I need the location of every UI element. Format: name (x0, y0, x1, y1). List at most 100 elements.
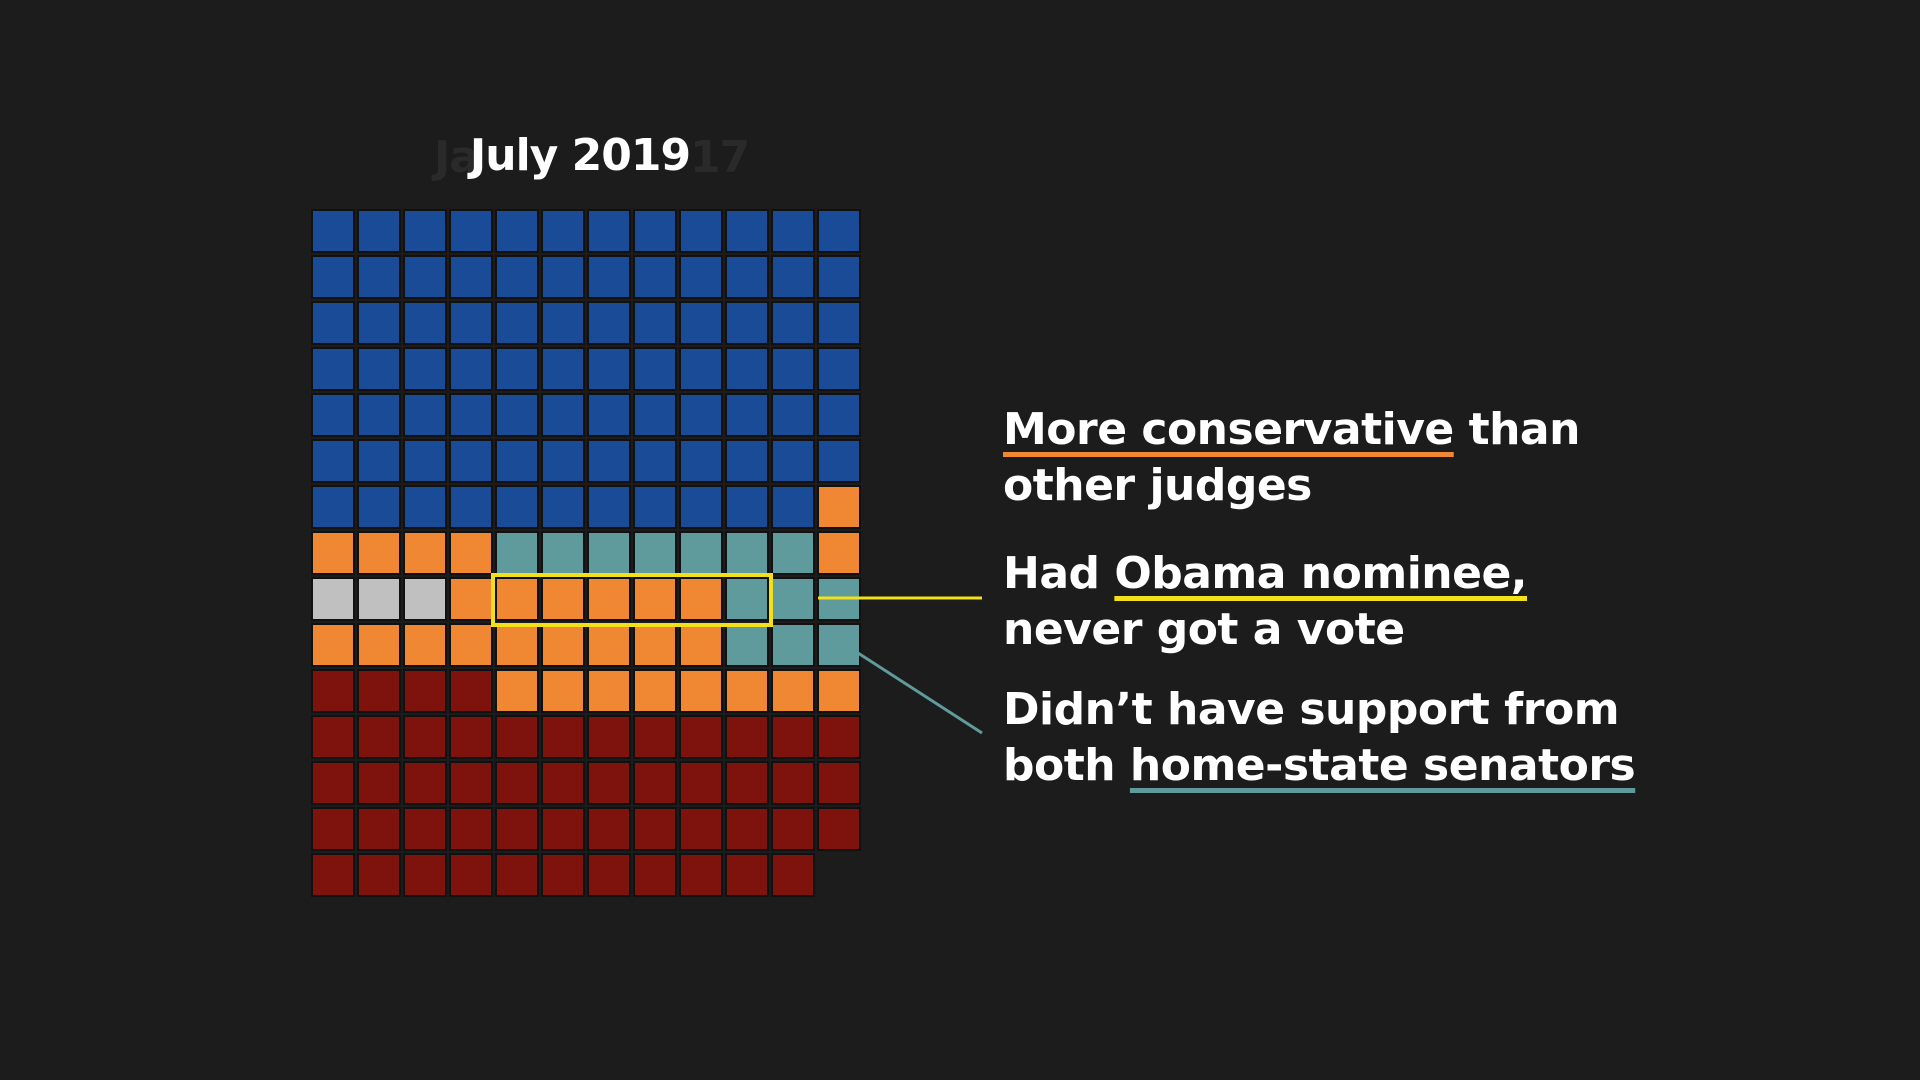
waffle-cell-orange (541, 623, 585, 667)
waffle-cell-blue (587, 209, 631, 253)
waffle-cell-blue (679, 301, 723, 345)
waffle-cell-blue (725, 209, 769, 253)
waffle-cell-blue (633, 347, 677, 391)
waffle-cell-blue (679, 347, 723, 391)
annotation-conservative-underlined: More conservative (1003, 404, 1454, 455)
waffle-cell-blue (817, 347, 861, 391)
waffle-cell-blue (311, 301, 355, 345)
annotation-obama-line2: never got a vote (1003, 604, 1405, 655)
waffle-cell-orange (633, 577, 677, 621)
waffle-cell-blue (633, 485, 677, 529)
waffle-cell-blue (679, 209, 723, 253)
waffle-cell-darkred (311, 761, 355, 805)
annotation-home-state-prefix: both (1003, 740, 1130, 791)
waffle-cell-blue (357, 209, 401, 253)
waffle-cell-blue (633, 301, 677, 345)
waffle-cell-blue (449, 347, 493, 391)
waffle-cell-teal (495, 531, 539, 575)
waffle-cell-orange (449, 623, 493, 667)
waffle-cell-darkred (817, 807, 861, 851)
waffle-cell-teal (633, 531, 677, 575)
waffle-cell-blue (633, 439, 677, 483)
waffle-cell-darkred (725, 761, 769, 805)
waffle-cell-orange (679, 577, 723, 621)
waffle-cell-blue (633, 393, 677, 437)
waffle-cell-orange (541, 577, 585, 621)
waffle-cell-blue (495, 347, 539, 391)
waffle-cell-blue (449, 301, 493, 345)
waffle-cell-darkred (403, 853, 447, 897)
waffle-cell-darkred (679, 761, 723, 805)
waffle-cell-teal (771, 531, 815, 575)
waffle-cell-teal (725, 577, 769, 621)
highlight-box (491, 573, 773, 627)
waffle-cell-blue (357, 255, 401, 299)
waffle-cell-teal (587, 531, 631, 575)
waffle-cell-blue (495, 485, 539, 529)
annotation-obama-prefix: Had (1003, 548, 1115, 599)
ghost-title-right: 17 (690, 132, 750, 183)
waffle-cell-darkred (311, 669, 355, 713)
annotation-home-state-line2: both home-state senators (1003, 738, 1636, 794)
chart-title: July 2019 (469, 130, 691, 181)
waffle-cell-blue (587, 347, 631, 391)
waffle-cell-orange (817, 485, 861, 529)
waffle-cell-blue (541, 301, 585, 345)
waffle-cell-darkred (633, 761, 677, 805)
annotation-obama-underlined: Obama nominee, (1114, 548, 1527, 599)
waffle-cell-darkred (771, 807, 815, 851)
waffle-cell-blue (403, 347, 447, 391)
waffle-cell-blue (357, 485, 401, 529)
waffle-cell-orange (587, 577, 631, 621)
waffle-cell-blue (311, 255, 355, 299)
waffle-cell-blue (633, 209, 677, 253)
waffle-cell-blue (587, 393, 631, 437)
waffle-cell-darkred (771, 853, 815, 897)
waffle-cell-orange (449, 531, 493, 575)
waffle-cell-orange (311, 531, 355, 575)
waffle-cell-blue (771, 393, 815, 437)
waffle-cell-orange (679, 623, 723, 667)
waffle-cell-blue (817, 301, 861, 345)
waffle-cell-teal (541, 531, 585, 575)
waffle-cell-blue (541, 393, 585, 437)
waffle-cell-blue (771, 255, 815, 299)
waffle-cell-blue (541, 209, 585, 253)
waffle-cell-blue (311, 485, 355, 529)
waffle-cell-darkred (587, 807, 631, 851)
waffle-cell-darkred (403, 669, 447, 713)
waffle-cell-teal (817, 623, 861, 667)
waffle-cell-blue (495, 301, 539, 345)
annotation-conservative-rest: than (1453, 404, 1581, 455)
waffle-cell-blue (449, 485, 493, 529)
waffle-cell-blue (357, 439, 401, 483)
waffle-cell-blue (311, 347, 355, 391)
waffle-cell-darkred (725, 715, 769, 759)
waffle-cell-orange (495, 623, 539, 667)
waffle-cell-orange (311, 623, 355, 667)
waffle-cell-darkred (541, 761, 585, 805)
waffle-cell-blue (311, 209, 355, 253)
waffle-cell-darkred (311, 715, 355, 759)
annotation-home-state-line1: Didn’t have support from (1003, 684, 1620, 735)
waffle-cell-blue (725, 347, 769, 391)
waffle-cell-blue (587, 439, 631, 483)
waffle-cell-blue (403, 439, 447, 483)
waffle-cell-orange (771, 669, 815, 713)
waffle-cell-blue (449, 439, 493, 483)
waffle-cell-orange (357, 531, 401, 575)
waffle-cell-blue (311, 393, 355, 437)
waffle-cell-blue (725, 393, 769, 437)
waffle-cell-orange (495, 669, 539, 713)
connector-line-home-state (857, 651, 983, 735)
waffle-cell-teal (679, 531, 723, 575)
waffle-cell-darkred (357, 715, 401, 759)
annotation-conservative-line1: More conservative than (1003, 402, 1580, 458)
waffle-cell-blue (817, 209, 861, 253)
waffle-cell-blue (725, 485, 769, 529)
waffle-cell-darkred (725, 807, 769, 851)
waffle-cell-blue (495, 393, 539, 437)
waffle-cell-blue (725, 255, 769, 299)
waffle-cell-orange (449, 577, 493, 621)
waffle-cell-blue (633, 255, 677, 299)
